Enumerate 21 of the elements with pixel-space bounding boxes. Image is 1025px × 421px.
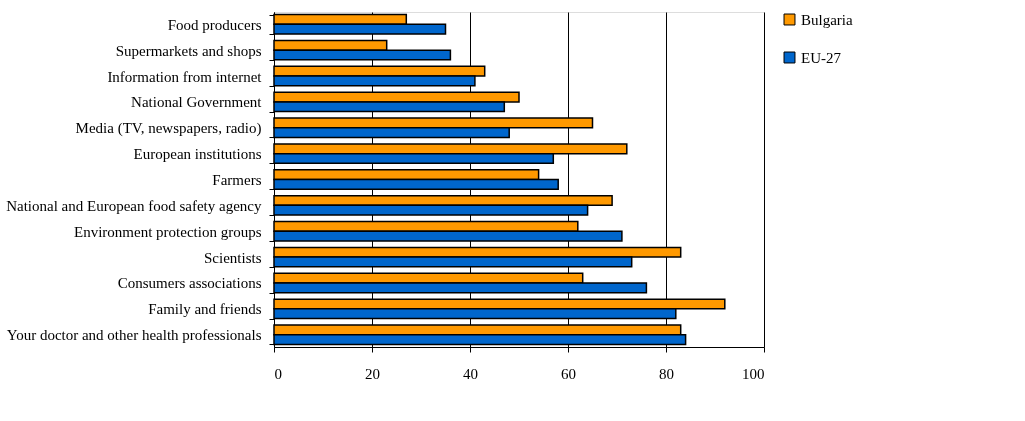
y-tick-label: Environment protection groups — [74, 223, 262, 240]
x-tick-label: 60 — [561, 365, 576, 382]
y-tick-label: Food producers — [167, 16, 262, 33]
y-tick-label: Media (TV, newspapers, radio) — [75, 120, 262, 138]
legend-label: EU-27 — [801, 49, 842, 66]
y-tick-label: Consumers associations — [117, 275, 262, 292]
x-tick-label: 100 — [742, 365, 765, 382]
x-tick-label: 80 — [659, 365, 674, 382]
x-tick-label: 20 — [365, 365, 380, 382]
x-tick-label: 0 — [274, 365, 282, 382]
y-tick-label: Information from internet — [107, 68, 263, 85]
legend-label: Bulgaria — [801, 11, 853, 28]
y-tick-label: National Government — [131, 94, 263, 111]
y-tick-label: Your doctor and other health professionals — [6, 327, 262, 344]
y-tick-label: Scientists — [203, 249, 262, 266]
y-tick-label: Supermarkets and shops — [115, 42, 262, 59]
y-tick-label: National and European food safety agency — [6, 197, 262, 214]
y-tick-label: Family and friends — [148, 301, 262, 318]
y-tick-label: European institutions — [133, 146, 262, 163]
x-tick-label: 40 — [463, 365, 478, 382]
y-tick-label: Farmers — [212, 172, 262, 188]
